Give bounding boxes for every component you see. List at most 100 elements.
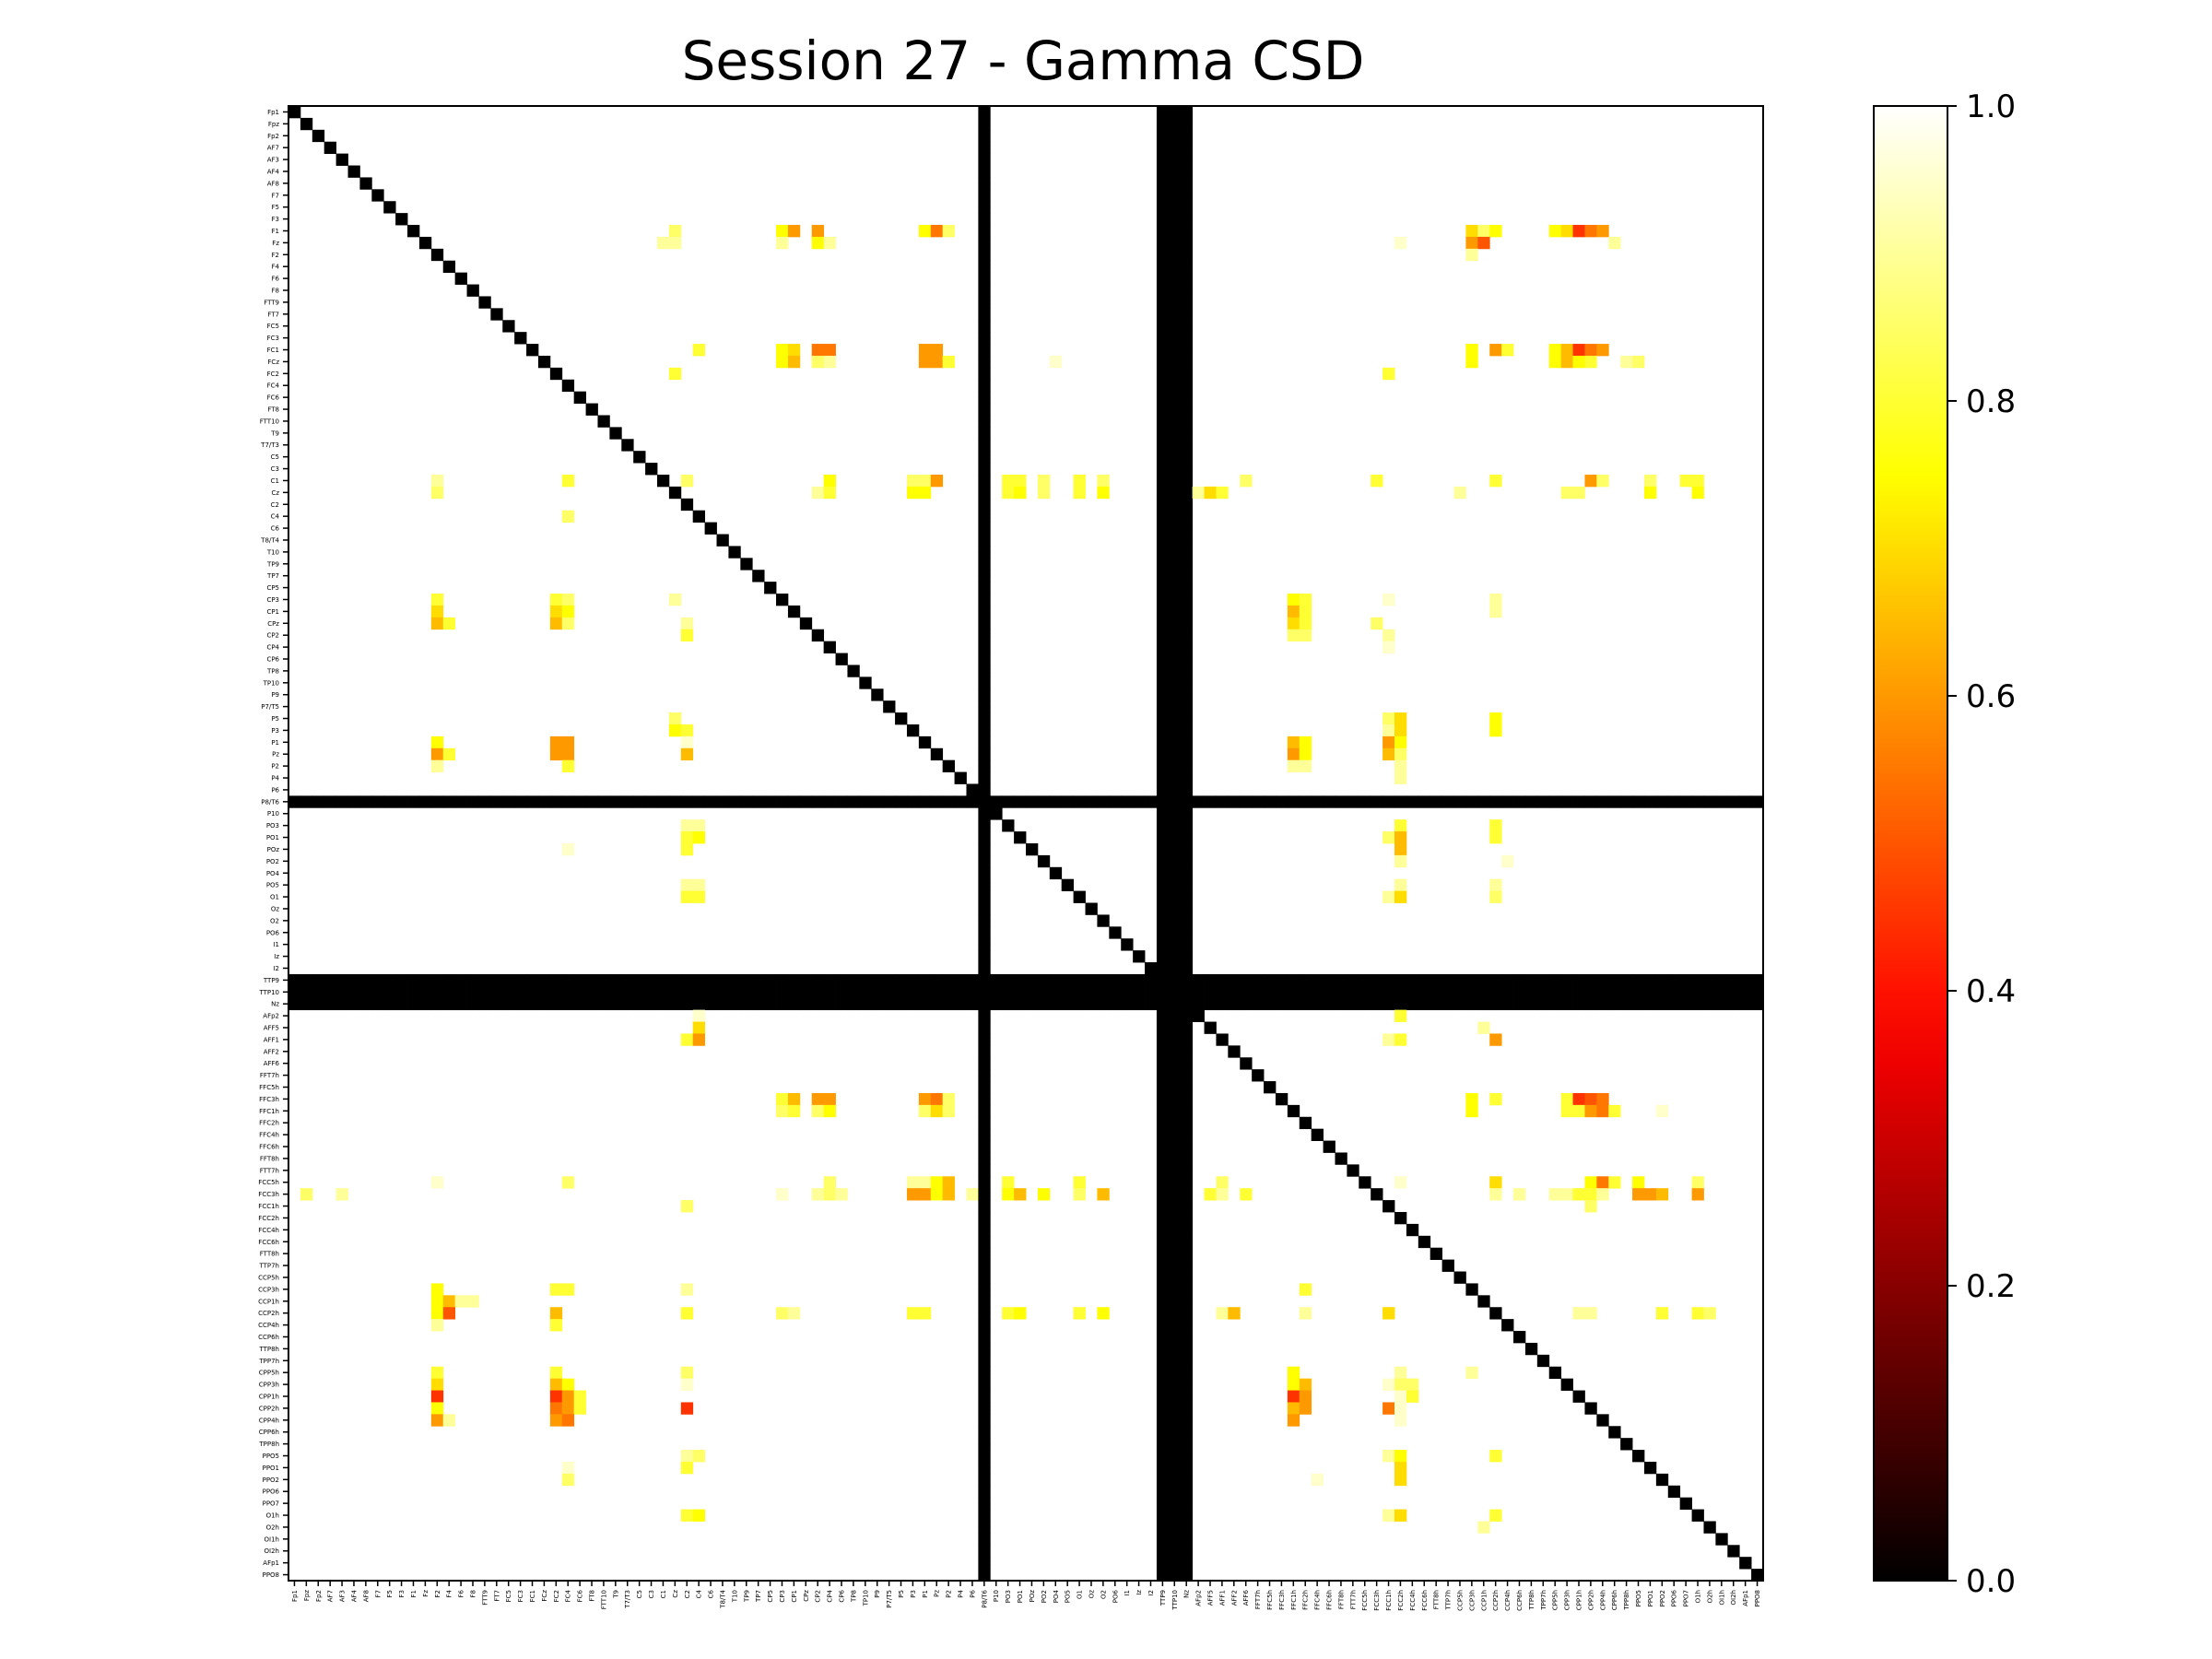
heatmap-cell: [1536, 1354, 1550, 1368]
heatmap-cell: [859, 985, 872, 999]
heatmap-cell: [1156, 641, 1170, 653]
heatmap-cell: [1156, 1164, 1170, 1177]
heatmap-cell: [978, 570, 991, 582]
heatmap-cell: [680, 1402, 694, 1415]
heatmap-cell: [978, 1378, 991, 1391]
y-tick-label: CP2: [266, 632, 279, 640]
heatmap-cell: [1180, 1307, 1194, 1320]
heatmap-cell: [978, 248, 991, 262]
heatmap-cell: [752, 973, 765, 987]
heatmap-cell: [847, 665, 860, 677]
heatmap-cell: [668, 724, 682, 737]
heatmap-cell: [978, 332, 991, 345]
heatmap-cell: [823, 236, 836, 250]
heatmap-cell: [1371, 1188, 1383, 1201]
heatmap-cell: [1156, 129, 1170, 143]
heatmap-cell: [359, 177, 372, 190]
heatmap-cell: [1180, 415, 1194, 428]
heatmap-cell: [657, 475, 670, 488]
heatmap-cell: [1156, 1235, 1170, 1249]
heatmap-cell: [1156, 962, 1170, 975]
x-tick-label: Fpz: [303, 1590, 311, 1601]
heatmap-cell: [978, 653, 991, 665]
heatmap-cell: [1180, 296, 1194, 309]
heatmap-cell: [1156, 1331, 1170, 1344]
heatmap-cell: [1727, 795, 1740, 808]
heatmap-cell: [1287, 759, 1300, 772]
heatmap-cell: [906, 795, 920, 808]
heatmap-cell: [680, 1200, 694, 1213]
x-tick-label: PO5: [1065, 1590, 1072, 1603]
heatmap-cell: [1715, 973, 1728, 987]
heatmap-cell: [430, 1390, 444, 1403]
heatmap-cell: [645, 973, 658, 987]
heatmap-cell: [478, 973, 491, 987]
heatmap-cell: [1572, 344, 1585, 357]
heatmap-cell: [978, 1461, 991, 1475]
heatmap-cell: [1180, 1021, 1194, 1034]
heatmap-cell: [740, 973, 753, 987]
heatmap-cell: [978, 641, 991, 653]
heatmap-cell: [978, 177, 991, 190]
heatmap-cell: [680, 1033, 694, 1046]
heatmap-cell: [1156, 771, 1170, 784]
x-tick-label: PPO8: [1754, 1590, 1761, 1606]
heatmap-cell: [978, 1033, 991, 1046]
heatmap-cell: [918, 486, 932, 500]
heatmap-cell: [1465, 236, 1478, 250]
heatmap-cell: [1299, 1116, 1312, 1130]
heatmap-cell: [1180, 129, 1194, 143]
heatmap-cell: [811, 629, 825, 642]
heatmap-cell: [585, 985, 598, 999]
heatmap-cell: [906, 1176, 920, 1189]
heatmap-cell: [1299, 759, 1312, 772]
heatmap-cell: [1180, 439, 1194, 452]
x-tick-label: CCP1h: [1480, 1590, 1488, 1611]
x-tick-label: CCP2h: [1492, 1590, 1500, 1611]
heatmap-cell: [1335, 973, 1347, 987]
heatmap-cell: [1311, 985, 1324, 999]
heatmap-cell: [1715, 1533, 1728, 1546]
heatmap-cell: [740, 558, 753, 571]
heatmap-cell: [966, 1188, 979, 1201]
heatmap-cell: [1299, 1307, 1312, 1320]
heatmap-cell: [1168, 1152, 1182, 1165]
heatmap-cell: [1489, 475, 1502, 488]
heatmap-cell: [1382, 712, 1395, 725]
heatmap-cell: [526, 795, 539, 808]
heatmap-cell: [1465, 997, 1478, 1011]
heatmap-cell: [1002, 486, 1015, 500]
heatmap-cell: [1156, 1545, 1170, 1558]
heatmap-cell: [942, 1176, 955, 1189]
heatmap-cell: [1691, 475, 1704, 488]
heatmap-cell: [680, 1366, 694, 1380]
heatmap-cell: [978, 759, 991, 772]
heatmap-cell: [645, 795, 658, 808]
heatmap-cell: [1156, 546, 1170, 559]
y-tick-label: FC3: [267, 335, 279, 342]
heatmap-cell: [1394, 1212, 1407, 1225]
heatmap-cell: [1168, 272, 1182, 285]
heatmap-cell: [1394, 735, 1407, 749]
heatmap-cell: [1168, 106, 1182, 119]
heatmap-cell: [466, 997, 479, 1011]
heatmap-cell: [1632, 1176, 1645, 1189]
heatmap-cell: [1180, 534, 1194, 547]
heatmap-cell: [1156, 1152, 1170, 1165]
y-tick-label: TP9: [266, 560, 279, 568]
heatmap-cell: [978, 1235, 991, 1249]
heatmap-cell: [978, 807, 991, 820]
heatmap-cell: [1168, 1307, 1182, 1320]
heatmap-cell: [1501, 854, 1514, 868]
heatmap-cell: [1156, 653, 1170, 665]
heatmap-cell: [1180, 1354, 1194, 1368]
heatmap-cell: [835, 795, 848, 808]
heatmap-cell: [978, 1116, 991, 1130]
heatmap-cell: [1572, 355, 1585, 369]
heatmap-cell: [490, 308, 503, 321]
y-tick-label: FT8: [267, 406, 279, 414]
heatmap-cell: [454, 272, 467, 285]
heatmap-cell: [1180, 938, 1194, 951]
heatmap-cell: [1477, 236, 1490, 250]
heatmap-cell: [1751, 985, 1764, 999]
